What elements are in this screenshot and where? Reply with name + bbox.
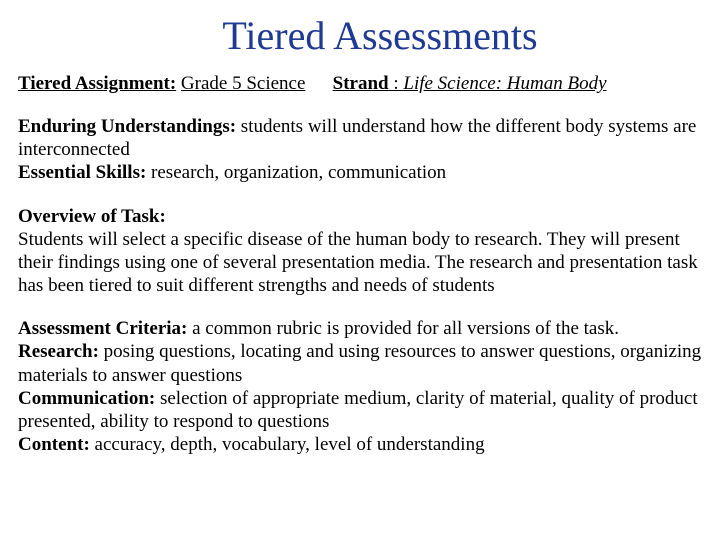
page-title: Tiered Assessments: [18, 12, 702, 59]
re-label: Research:: [18, 341, 99, 362]
eu-label: Enduring Understandings:: [18, 116, 236, 137]
overview-block: Overview of Task: Students will select a…: [18, 205, 702, 298]
re-text: posing questions, locating and using res…: [18, 341, 701, 385]
ct-label: Content:: [18, 434, 90, 455]
strand: Strand : Life Science: Human Body: [333, 73, 702, 95]
strand-label: Strand: [333, 73, 389, 94]
understandings-block: Enduring Understandings: students will u…: [18, 115, 702, 185]
header-row: Tiered Assignment: Grade 5 Science Stran…: [18, 73, 702, 95]
ac-label: Assessment Criteria:: [18, 318, 187, 339]
strand-value: Life Science: Human Body: [403, 73, 606, 94]
ov-label: Overview of Task:: [18, 206, 166, 227]
co-label: Communication:: [18, 388, 155, 409]
ov-text: Students will select a specific disease …: [18, 228, 702, 298]
assignment: Tiered Assignment: Grade 5 Science: [18, 73, 333, 95]
assignment-label: Tiered Assignment:: [18, 73, 176, 94]
ac-text: a common rubric is provided for all vers…: [187, 318, 619, 339]
strand-sep: :: [389, 73, 404, 94]
criteria-block: Assessment Criteria: a common rubric is …: [18, 317, 702, 456]
ct-text: accuracy, depth, vocabulary, level of un…: [90, 434, 485, 455]
es-text: research, organization, communication: [146, 162, 446, 183]
assignment-value: Grade 5 Science: [181, 73, 306, 94]
es-label: Essential Skills:: [18, 162, 146, 183]
